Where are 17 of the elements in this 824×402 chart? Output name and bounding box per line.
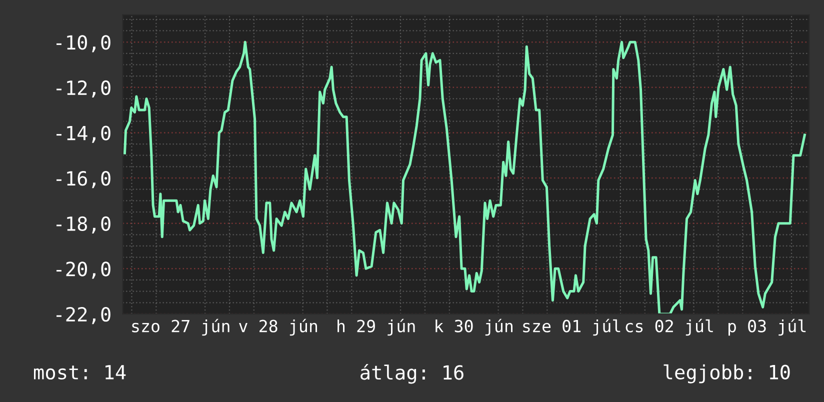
y-tick-label: -12,0 bbox=[56, 80, 110, 98]
text: átlag: 16 bbox=[360, 364, 464, 384]
x-tick-label: szo 27 jún bbox=[132, 318, 230, 336]
y-tick-label: -10,0 bbox=[56, 35, 110, 52]
x-tick-label: p 03 júl bbox=[728, 318, 806, 336]
x-tick-label: cs 02 júl bbox=[626, 318, 713, 336]
x-tick-label: h 29 jún bbox=[338, 318, 415, 336]
text: most: 14 bbox=[34, 365, 126, 380]
text: legjobb: 10 bbox=[664, 364, 790, 384]
y-tick-label: -22,0 bbox=[56, 306, 110, 324]
x-tick-label: sze 01 júl bbox=[523, 318, 620, 336]
y-tick-label: -16,0 bbox=[56, 171, 110, 188]
y-tick-label: -14,0 bbox=[56, 126, 110, 143]
x-tick-label: k 30 jún bbox=[436, 318, 512, 336]
y-tick-label: -20,0 bbox=[56, 262, 110, 279]
x-tick-label: v 28 jún bbox=[239, 318, 318, 336]
y-tick-label: -18,0 bbox=[56, 216, 110, 234]
